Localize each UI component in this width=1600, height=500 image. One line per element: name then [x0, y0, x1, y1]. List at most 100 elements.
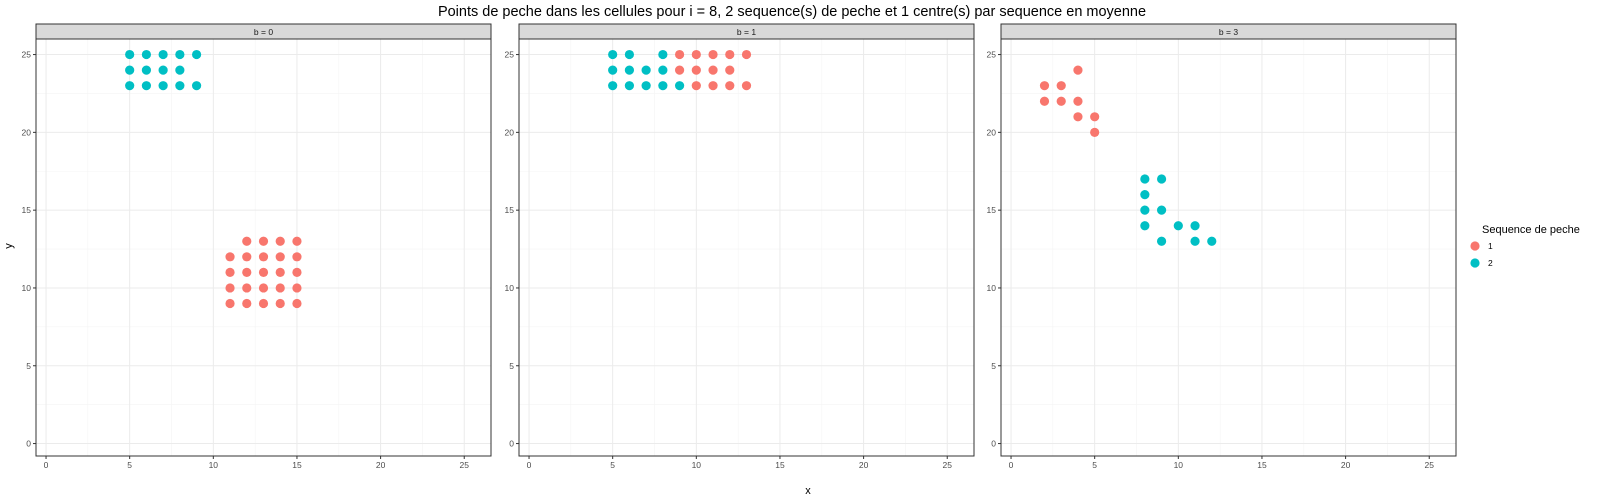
data-point: [1140, 189, 1150, 200]
panel-border: [518, 38, 975, 457]
legend-label-1: 1: [1488, 241, 1493, 251]
data-point: [1156, 174, 1167, 184]
data-point: [1156, 205, 1167, 215]
y-tick-label: 10: [987, 283, 997, 293]
x-tick-label: 25: [1425, 460, 1435, 470]
y-tick-label: 20: [987, 127, 997, 137]
data-point: [191, 49, 202, 60]
data-point: [225, 283, 235, 293]
data-point: [225, 252, 235, 262]
data-point: [624, 65, 635, 75]
data-point: [292, 252, 302, 262]
data-point: [674, 81, 685, 91]
data-point: [624, 49, 635, 60]
data-point: [242, 252, 252, 262]
x-tick-label: 20: [859, 460, 869, 470]
data-point: [641, 65, 651, 75]
data-point: [1190, 221, 1200, 231]
x-tick-label: 0: [1009, 460, 1014, 470]
data-point: [258, 252, 269, 262]
legend-key-2: [1470, 258, 1480, 268]
data-point: [125, 49, 135, 60]
y-tick-label: 0: [509, 439, 514, 449]
data-point: [624, 81, 635, 91]
x-tick-label: 10: [209, 460, 219, 470]
x-tick-label: 15: [775, 460, 785, 470]
x-tick-label: 5: [610, 460, 615, 470]
data-point: [292, 267, 302, 277]
plot-background: [36, 39, 491, 456]
data-point: [1190, 236, 1200, 246]
data-point: [1039, 81, 1050, 91]
y-tick-label: 25: [22, 50, 32, 60]
x-tick-label: 20: [376, 460, 386, 470]
x-tick-label: 15: [1257, 460, 1267, 470]
y-tick-label: 25: [987, 50, 997, 60]
x-tick-label: 15: [292, 460, 302, 470]
plot-background: [519, 39, 974, 456]
data-point: [608, 81, 618, 91]
x-tick-label: 25: [460, 460, 470, 470]
data-point: [292, 298, 302, 309]
y-tick-label: 15: [22, 205, 32, 215]
panel-border: [1000, 38, 1457, 457]
data-point: [225, 298, 235, 309]
data-point: [1039, 96, 1050, 106]
data-point: [741, 81, 752, 91]
data-point: [691, 81, 701, 91]
panel-1: b = 0 0 5 10 15 20 25 0 5 10 15 20 25: [22, 23, 492, 470]
data-point: [242, 298, 252, 309]
data-point: [1140, 221, 1150, 231]
data-point: [242, 267, 252, 277]
strip-label: b = 3: [1219, 27, 1238, 37]
y-tick-label: 0: [991, 439, 996, 449]
data-point: [175, 49, 185, 60]
x-axis-title: x: [805, 485, 811, 497]
y-tick-label: 25: [505, 50, 515, 60]
y-tick-label: 5: [26, 361, 31, 371]
legend-label-2: 2: [1488, 258, 1493, 268]
y-tick-label: 10: [505, 283, 515, 293]
data-point: [275, 252, 285, 262]
data-point: [125, 81, 135, 91]
y-tick-label: 15: [987, 205, 997, 215]
data-point: [141, 65, 152, 75]
data-point: [141, 81, 152, 91]
x-tick-label: 0: [527, 460, 532, 470]
strip-label: b = 1: [737, 27, 756, 37]
data-point: [708, 49, 718, 60]
data-point: [158, 49, 168, 60]
data-point: [658, 81, 668, 91]
y-tick-label: 10: [22, 283, 32, 293]
data-point: [741, 49, 752, 60]
series-2: [608, 49, 685, 91]
data-point: [1056, 96, 1066, 106]
y-tick-label: 20: [505, 127, 515, 137]
data-point: [1207, 236, 1217, 246]
data-point: [158, 81, 168, 91]
data-point: [225, 267, 235, 277]
series-1: [674, 49, 752, 91]
data-point: [1173, 221, 1183, 231]
data-point: [1090, 127, 1100, 137]
panels: b = 0 0 5 10 15 20 25 0 5 10 15 20 25 b = 1 0 5 10 15 20 25…: [22, 23, 1457, 470]
x-tick-label: 10: [1174, 460, 1184, 470]
data-point: [674, 49, 685, 60]
panel-2: b = 1 0 5 10 15 20 25 0 5 10 15 20 25: [505, 23, 975, 470]
data-point: [1073, 112, 1083, 122]
data-point: [258, 298, 269, 309]
y-axis-title: y: [3, 243, 15, 249]
data-point: [658, 49, 668, 60]
y-tick-label: 15: [505, 205, 515, 215]
data-point: [275, 236, 285, 246]
x-tick-label: 5: [127, 460, 132, 470]
data-point: [1140, 174, 1150, 184]
data-point: [1090, 112, 1100, 122]
data-point: [725, 81, 735, 91]
data-point: [674, 65, 685, 75]
y-tick-label: 5: [991, 361, 996, 371]
series-2: [1140, 174, 1217, 246]
data-point: [641, 81, 651, 91]
panel-3: b = 3 0 5 10 15 20 25 0 5 10 15 20 25: [987, 23, 1457, 470]
